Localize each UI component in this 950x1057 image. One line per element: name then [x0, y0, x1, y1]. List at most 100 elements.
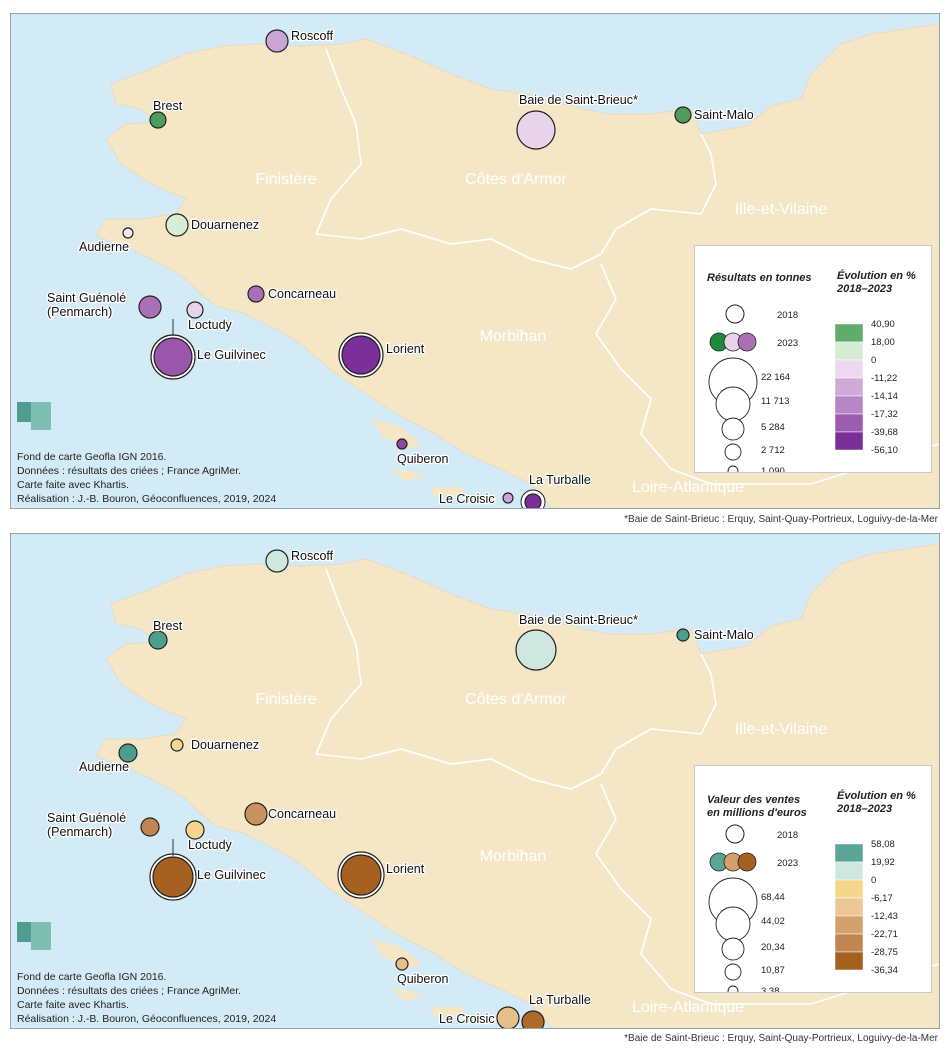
island — [371, 419, 421, 449]
port-circle — [341, 335, 381, 375]
legend-class-swatch — [834, 323, 864, 343]
legend-2023-circle — [737, 332, 757, 352]
legend-size-circle — [727, 465, 739, 472]
port-label: Douarnenez — [191, 738, 259, 752]
island — [371, 939, 421, 969]
port-circle — [265, 549, 289, 573]
port-circle — [247, 285, 265, 303]
department-border — [700, 653, 717, 735]
department-label: Côtes d'Armor — [465, 691, 567, 708]
port-marker: Saint Guénolé(Penmarch) — [46, 290, 162, 320]
port-label: Roscoff — [291, 29, 334, 43]
port-circle — [118, 743, 138, 763]
port-marker: Le Croisic — [438, 1006, 520, 1028]
legend-class-break: -11,22 — [871, 373, 897, 384]
department-label: Ille-et-Vilaine — [735, 721, 827, 738]
legend-size-value: 3,38 — [761, 986, 780, 992]
port-label: Brest — [153, 619, 183, 633]
port-label: (Penmarch) — [47, 305, 112, 319]
legend-class-swatch — [834, 951, 864, 971]
credit-line: Fond de carte Geofla IGN 2016. — [17, 451, 167, 463]
port-label: Le Croisic — [439, 1012, 495, 1026]
legend-size-circle — [724, 443, 742, 461]
island — [431, 1007, 467, 1017]
legend-class-swatch — [834, 897, 864, 917]
legend-size-circle — [715, 386, 751, 422]
department-label: Morbihan — [480, 848, 547, 865]
port-label: Loctudy — [188, 318, 233, 332]
port-marker: Concarneau — [247, 285, 337, 303]
port-circle — [515, 629, 557, 671]
legend-size-title: Résultats en tonnes — [707, 272, 812, 284]
port-circle — [149, 111, 167, 129]
port-label: Le Croisic — [439, 492, 495, 506]
legend-class-break: 0 — [871, 355, 876, 366]
credit-line: Carte faite avec Khartis. — [17, 999, 130, 1011]
department-border — [315, 568, 362, 755]
legend-class-break: -6,17 — [871, 893, 893, 904]
port-label: Baie de Saint-Brieuc* — [519, 613, 638, 627]
port-circle — [165, 213, 189, 237]
port-label: Baie de Saint-Brieuc* — [519, 93, 638, 107]
department-label: Loire-Atlantique — [632, 999, 744, 1016]
map-legend: Valeur des ventes en millions d'euros Évo… — [694, 765, 932, 993]
department-label: Côtes d'Armor — [465, 171, 567, 188]
port-marker: Baie de Saint-Brieuc* — [515, 612, 639, 671]
geoconfluences-logo-mark — [17, 922, 51, 950]
port-label: Audierne — [79, 240, 129, 254]
port-marker: Roscoff — [265, 28, 335, 53]
port-marker: La Turballe — [520, 472, 592, 508]
port-label: (Penmarch) — [47, 825, 112, 839]
department-border — [315, 48, 362, 235]
department-border — [595, 263, 939, 485]
legend-size-value: 11 713 — [761, 396, 789, 407]
port-label: Saint Guénolé — [47, 811, 126, 825]
legend-class-swatch — [834, 413, 864, 433]
legend-class-break: 19,92 — [871, 857, 895, 868]
department-label: Finistère — [255, 171, 316, 188]
port-label: Audierne — [79, 760, 129, 774]
legend-class-break: 58,08 — [871, 839, 895, 850]
port-marker: Le Guilvinec — [149, 853, 267, 901]
port-circle — [396, 438, 408, 450]
legend-class-break: -22,71 — [871, 929, 898, 940]
port-marker: Douarnenez — [170, 737, 260, 753]
legend-class-swatch — [834, 879, 864, 899]
port-circle — [244, 802, 268, 826]
island — [391, 989, 425, 1001]
port-marker: Lorient — [337, 851, 426, 899]
port-label: Brest — [153, 99, 183, 113]
footnote: *Baie de Saint-Brieuc : Erquy, Saint-Qua… — [624, 1033, 938, 1044]
port-circle — [148, 630, 168, 650]
legend-size-value: 22 164 — [761, 372, 790, 383]
legend-class-swatch — [834, 395, 864, 415]
port-marker: Lorient — [338, 332, 426, 378]
legend-2018-label: 2018 — [777, 310, 798, 321]
port-marker: Le Croisic — [438, 491, 514, 507]
legend-size-value: 20,34 — [761, 942, 785, 953]
port-marker: Quiberon — [395, 957, 450, 987]
legend-class-break: -12,43 — [871, 911, 898, 922]
department-label: Morbihan — [480, 328, 547, 345]
legend-size-value: 44,02 — [761, 916, 785, 927]
port-marker: Roscoff — [265, 548, 335, 573]
footnote: *Baie de Saint-Brieuc : Erquy, Saint-Qua… — [624, 514, 938, 525]
port-label: La Turballe — [529, 993, 591, 1007]
legend-2023-circle — [737, 852, 757, 872]
credit-line: Réalisation : J.-B. Bouron, Géoconfluenc… — [17, 493, 277, 505]
legend-2023-label: 2023 — [777, 338, 798, 349]
legend-class-swatch — [834, 933, 864, 953]
port-label: Le Guilvinec — [197, 868, 266, 882]
port-circle — [185, 820, 205, 840]
credit-line: Carte faite avec Khartis. — [17, 479, 130, 491]
department-border — [595, 783, 939, 1005]
map-credits: Fond de carte Geofla IGN 2016. Données :… — [17, 970, 276, 1026]
port-marker: Saint Guénolé(Penmarch) — [46, 810, 160, 840]
port-marker: Le Guilvinec — [150, 334, 267, 380]
port-circle — [524, 493, 542, 508]
port-circle — [186, 301, 204, 319]
department-label: Finistère — [255, 691, 316, 708]
port-marker: Loctudy — [185, 820, 234, 853]
port-label: Saint-Malo — [694, 108, 754, 122]
port-label: Lorient — [386, 342, 425, 356]
